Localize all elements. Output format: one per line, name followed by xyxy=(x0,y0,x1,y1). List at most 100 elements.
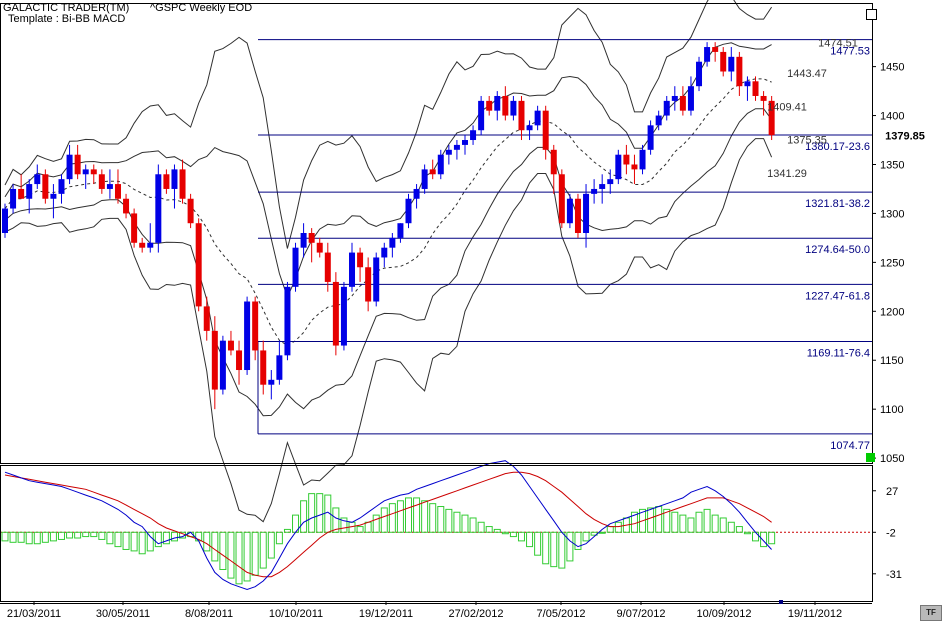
candle-body xyxy=(171,169,178,189)
candle-body xyxy=(50,193,57,199)
candle-body xyxy=(486,100,493,111)
macd-histogram-bar xyxy=(405,497,412,533)
price-y-tick-label: 1200 xyxy=(880,306,904,318)
macd-histogram-bar xyxy=(413,497,421,533)
candle-body xyxy=(332,281,339,346)
macd-histogram-bar xyxy=(768,531,776,545)
price-y-tick-label: 1150 xyxy=(880,355,904,367)
candle-body xyxy=(413,188,420,199)
candle-body xyxy=(744,81,751,87)
price-y-tick-label: 1300 xyxy=(880,208,904,220)
candle-body xyxy=(66,154,73,180)
macd-histogram-bar xyxy=(735,526,743,533)
x-tick-label: 10/10/2011 xyxy=(269,608,323,620)
macd-histogram-bar xyxy=(388,503,396,533)
macd-histogram-bar xyxy=(146,531,154,552)
tf-button[interactable]: TF xyxy=(920,605,942,621)
macd-line xyxy=(4,460,772,591)
candle-body xyxy=(728,56,735,72)
candle-body xyxy=(599,184,606,189)
macd-histogram-bar xyxy=(461,514,469,533)
macd-histogram-bar xyxy=(760,531,768,548)
x-tick-label: 27/02/2012 xyxy=(448,608,503,620)
price-y-tick-label: 1250 xyxy=(880,257,904,269)
candle-body xyxy=(566,198,573,224)
candle-body xyxy=(2,208,8,233)
macd-histogram-bar xyxy=(66,531,74,539)
macd-histogram-bar xyxy=(170,531,178,542)
macd-histogram-bar xyxy=(526,531,534,548)
candle-body xyxy=(131,213,138,243)
maximize-icon[interactable] xyxy=(866,9,877,20)
candle-body xyxy=(445,149,452,155)
fib-label: 1380.17-23.6 xyxy=(805,141,870,153)
macd-histogram-bar xyxy=(719,517,727,533)
macd-histogram-bar xyxy=(154,531,162,548)
macd-histogram-bar xyxy=(639,508,647,533)
candle-body xyxy=(478,100,485,131)
macd-histogram-bar xyxy=(211,531,219,562)
price-annotation: 1409.41 xyxy=(767,101,807,113)
candle-body xyxy=(550,149,557,175)
candle-body xyxy=(421,169,428,189)
candle-body xyxy=(470,130,477,141)
macd-histogram-bar xyxy=(114,531,122,548)
macd-y-tick-label: -31 xyxy=(886,569,902,581)
candle-body xyxy=(123,198,130,214)
candle-body xyxy=(42,174,49,199)
candle-body xyxy=(631,164,638,170)
fib-label: 1274.64-50.0 xyxy=(805,244,870,256)
candle-body xyxy=(227,340,234,351)
fib-label: 1227.47-61.8 xyxy=(805,290,870,302)
candle-body xyxy=(510,100,517,116)
fib-label: 1321.81-38.2 xyxy=(805,198,870,210)
candle-body xyxy=(82,169,89,175)
candle-body xyxy=(106,184,113,189)
macd-histogram-bar xyxy=(340,517,348,533)
candle-body xyxy=(236,350,243,371)
candle-body xyxy=(389,237,396,248)
symbol-title: ^GSPC Weekly EOD xyxy=(150,2,253,14)
outer-lower-band xyxy=(4,138,773,523)
macd-histogram-bar xyxy=(679,514,687,533)
macd-histogram-bar xyxy=(25,531,33,545)
price-annotation: 1443.47 xyxy=(787,68,827,80)
outer-upper-band xyxy=(4,0,773,249)
macd-histogram-bar xyxy=(671,511,679,533)
macd-histogram-bar xyxy=(267,531,275,559)
candle-body xyxy=(534,110,541,126)
macd-histogram-bar xyxy=(49,531,57,542)
macd-histogram-bar xyxy=(574,531,582,550)
candle-body xyxy=(163,174,170,189)
macd-histogram-bar xyxy=(82,531,90,538)
x-tick-label: 8/08/2011 xyxy=(185,608,233,620)
candle-body xyxy=(663,100,670,116)
candle-body xyxy=(114,184,121,199)
macd-histogram-bar xyxy=(534,531,542,556)
macd-histogram-bar xyxy=(106,531,114,545)
candle-body xyxy=(518,100,525,131)
candle-body xyxy=(308,233,315,243)
macd-histogram-bar xyxy=(421,500,429,533)
price-panel-frame xyxy=(0,3,873,464)
candle-body xyxy=(155,174,162,243)
candle-body xyxy=(349,252,356,287)
candle-body xyxy=(397,223,404,238)
candle-body xyxy=(147,242,154,248)
macd-histogram-bar xyxy=(727,521,735,533)
candle-body xyxy=(357,252,364,268)
macd-histogram-bar xyxy=(380,507,388,533)
price-y-tick-label: 1100 xyxy=(880,404,904,416)
candle-body xyxy=(752,81,759,96)
macd-histogram-bar xyxy=(743,531,751,535)
macd-y-tick-label: -2 xyxy=(886,527,896,539)
macd-histogram-bar xyxy=(17,531,25,543)
macd-signal-line xyxy=(4,471,772,578)
middle-band xyxy=(4,78,772,347)
price-y-tick-label: 1400 xyxy=(880,111,904,123)
candle-body xyxy=(623,154,630,165)
candle-body xyxy=(558,174,565,224)
candle-body xyxy=(461,140,468,145)
candle-body xyxy=(687,86,694,111)
macd-histogram-bar xyxy=(235,531,243,585)
